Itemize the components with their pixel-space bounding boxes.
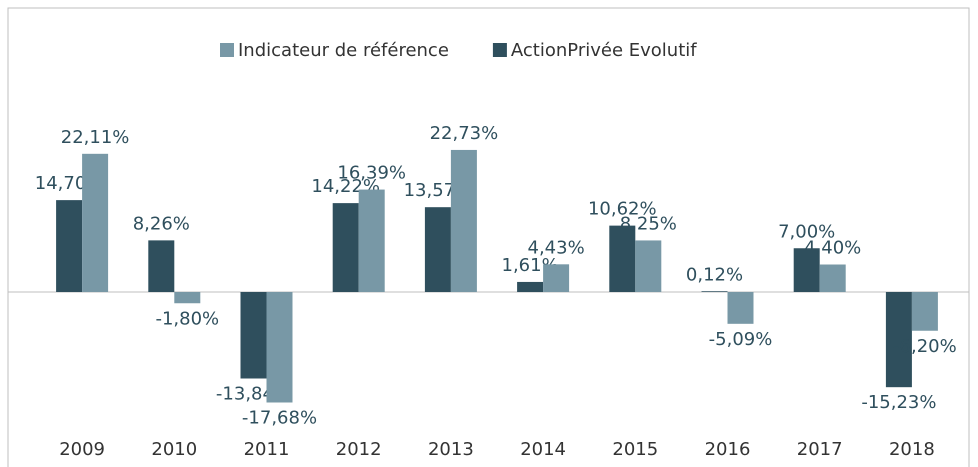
data-label: 8,25% [620, 213, 677, 234]
bar [82, 153, 109, 292]
bar [148, 240, 175, 292]
data-label: 22,73% [430, 123, 499, 144]
bar [911, 292, 938, 331]
x-tick-label: 2016 [705, 439, 751, 460]
bar [543, 264, 570, 292]
bar [266, 292, 293, 403]
bar [450, 149, 477, 292]
data-label: -15,23% [861, 392, 936, 413]
x-tick-label: 2014 [520, 439, 566, 460]
chart-frame [7, 7, 970, 467]
bar [174, 292, 201, 304]
data-label: 8,26% [133, 213, 190, 234]
x-tick-label: 2015 [612, 439, 658, 460]
data-label: -6,20% [893, 336, 957, 357]
data-label: 16,39% [337, 163, 406, 184]
data-label: -17,68% [242, 408, 317, 429]
bar [819, 264, 846, 292]
x-tick-label: 2012 [336, 439, 382, 460]
data-label: 10,62% [588, 199, 657, 220]
bar [701, 291, 728, 292]
bar [885, 292, 912, 388]
bar [727, 292, 754, 324]
x-tick-label: 2018 [889, 439, 935, 460]
data-label: 7,00% [778, 221, 835, 242]
x-tick-label: 2013 [428, 439, 474, 460]
data-label: 4,43% [528, 237, 585, 258]
bar [332, 203, 359, 292]
bar [358, 189, 385, 292]
bar [240, 292, 267, 379]
data-label: -5,09% [709, 329, 773, 350]
bar [635, 240, 662, 292]
x-tick-label: 2017 [797, 439, 843, 460]
bar [793, 248, 820, 292]
data-label: 0,12% [686, 264, 743, 285]
legend-label: Indicateur de référence [238, 40, 449, 61]
x-tick-label: 2010 [151, 439, 197, 460]
data-label: -1,80% [155, 308, 219, 329]
bar [609, 225, 636, 292]
bar [56, 200, 83, 292]
x-tick-label: 2011 [244, 439, 290, 460]
legend-label: ActionPrivée Evolutif [511, 40, 697, 61]
x-tick-label: 2009 [59, 439, 105, 460]
bar [517, 281, 544, 292]
bar [424, 207, 451, 292]
legend-swatch [220, 43, 234, 57]
data-label: 4,40% [804, 238, 861, 259]
legend-swatch [492, 43, 507, 57]
data-label: 22,11% [61, 127, 130, 148]
